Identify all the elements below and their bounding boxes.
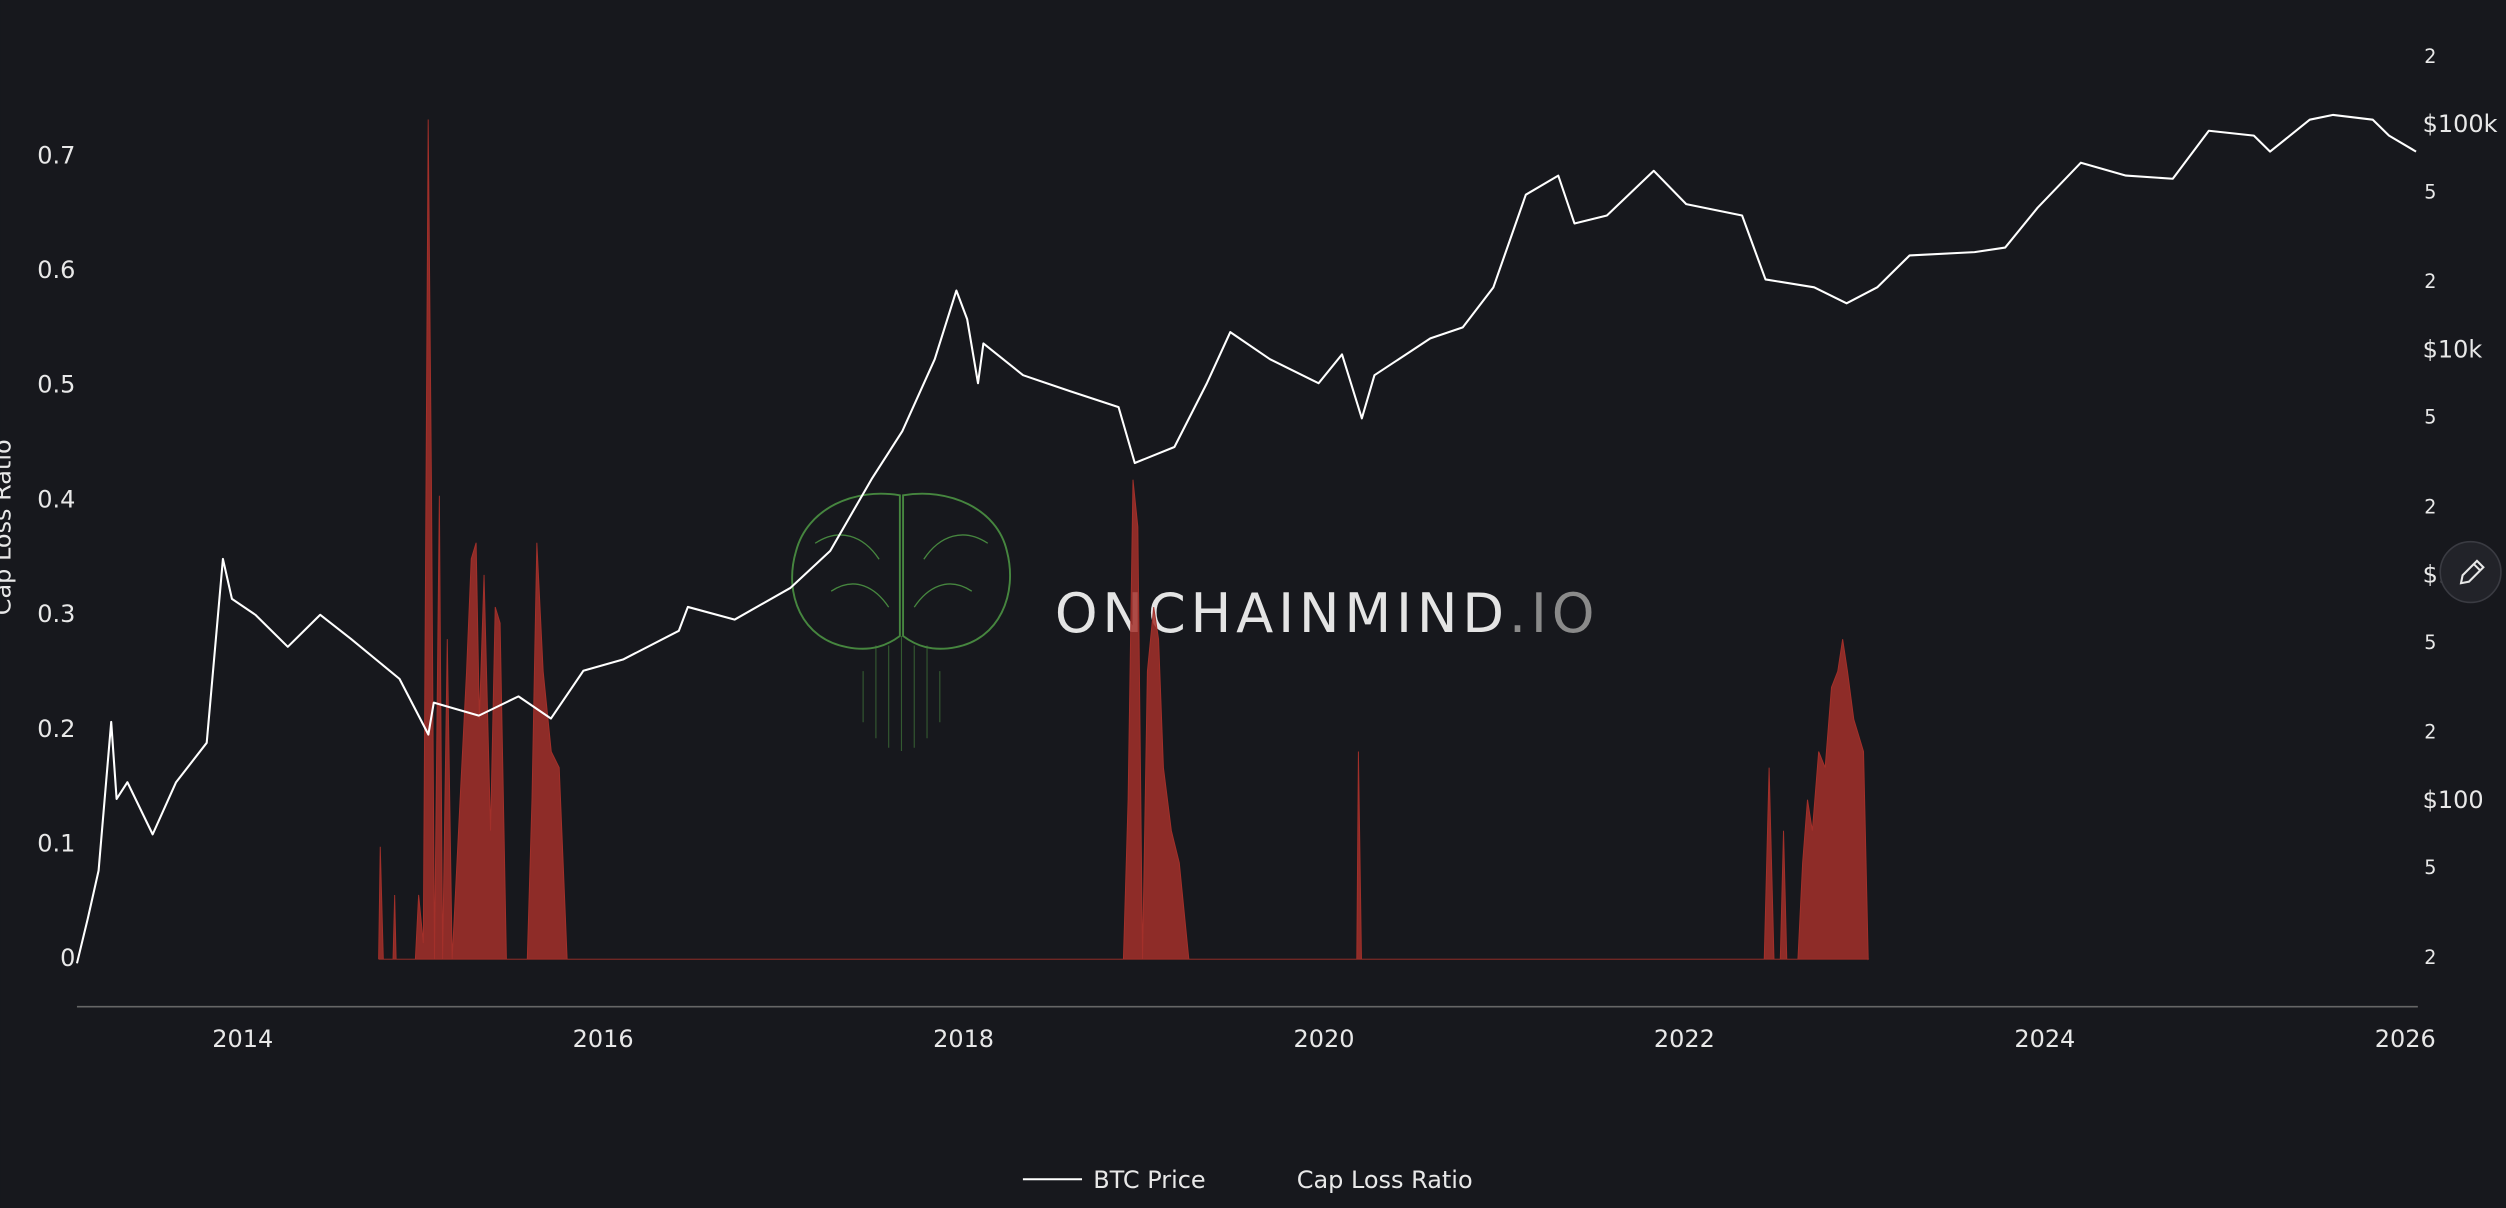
x-tick-label: 2022 [1654,1025,1715,1053]
watermark-logo [791,492,1011,752]
axes: 2014 2016 2018 2020 2022 2024 2026 0 0.1 0.2 0.3 0.… [37,45,2497,1053]
y-tick-label: 0.5 [37,371,75,399]
edit-icon[interactable] [2459,559,2485,585]
legend-label: Cap Loss Ratio [1297,1166,1473,1194]
y-tick-label: 0.2 [37,715,75,743]
x-tick-label: 2020 [1294,1025,1355,1053]
y2-tick-label: $100 [2423,786,2484,814]
y2-tick-label: 5 [2424,180,2436,203]
y-tick-label: 0.7 [37,141,75,169]
edit-button-circle[interactable] [2439,540,2502,604]
edit-button[interactable] [2439,540,2502,604]
watermark-name: ONCHAINMIND [1055,582,1509,645]
area [378,119,1869,960]
x-tick-label: 2018 [933,1025,994,1053]
y2-tick-label: 2 [2424,495,2436,518]
watermark-text: ONCHAINMIND.IO [1055,582,1599,645]
y-tick-label: 0.4 [37,485,75,513]
y2-tick-label: $100k [2423,110,2498,138]
y-tick-label: 0 [60,944,75,972]
y2-tick-label: 2 [2424,270,2436,293]
y2-tick-label: 2 [2424,45,2436,68]
x-tick-label: 2016 [573,1025,634,1053]
y2-tick-label: 2 [2424,721,2436,744]
y2-tick-label: $10k [2423,335,2483,363]
legend-label: BTC Price [1093,1166,1205,1194]
y2-tick-label: 5 [2424,631,2436,654]
x-tick-label: 2024 [2014,1025,2075,1053]
x-tick-label: 2026 [2375,1025,2436,1053]
line [75,113,2417,964]
y2-tick-label: 5 [2424,856,2436,879]
y-tick-label: 0.3 [37,600,75,628]
y-tick-label: 0.1 [37,829,75,857]
y2-tick-label: 2 [2424,946,2436,969]
y2-tick-label: 5 [2424,406,2436,429]
x-tick-label: 2014 [212,1025,273,1053]
plot-area [75,113,2417,964]
y-axis-title: Cap Loss Ratio [0,439,16,615]
y-tick-label: 0.6 [37,256,75,284]
legend: BTC Price Cap Loss Ratio [1022,1166,1473,1194]
watermark-suffix: .IO [1509,582,1599,645]
